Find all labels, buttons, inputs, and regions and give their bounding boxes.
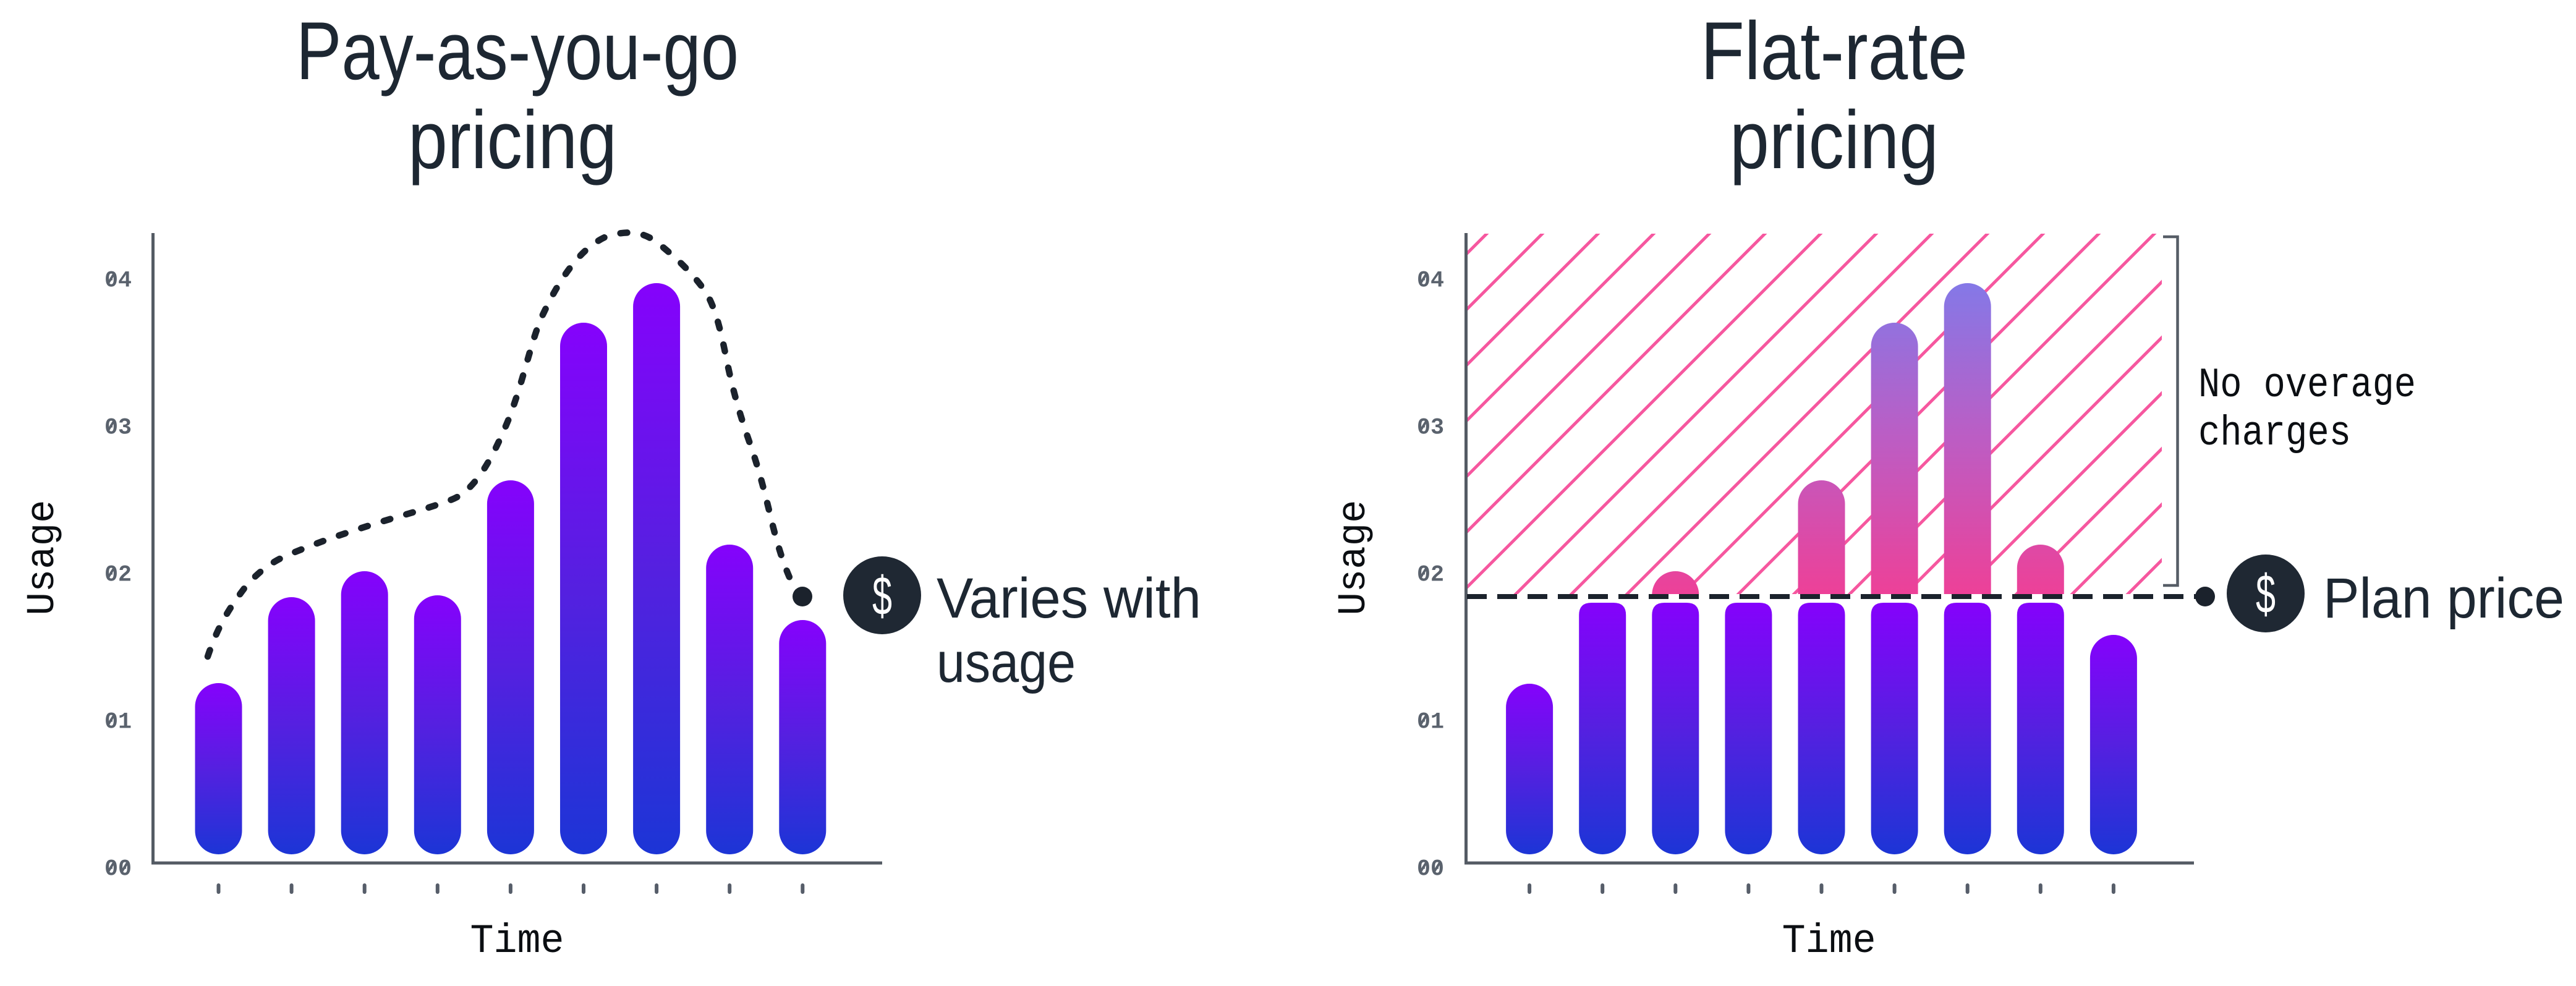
svg-text:Varies with: Varies with [937, 567, 1201, 630]
svg-text:$: $ [872, 565, 892, 626]
svg-text:Time: Time [470, 918, 564, 964]
svg-text:charges: charges [2198, 410, 2351, 457]
svg-text:Usage: Usage [21, 500, 66, 616]
svg-text:Time: Time [1782, 918, 1876, 964]
svg-text:No overage: No overage [2198, 362, 2416, 409]
svg-text:pricing: pricing [1730, 95, 1939, 186]
svg-text:Pay-as-you-go: Pay-as-you-go [296, 6, 739, 97]
svg-text:$: $ [2256, 563, 2276, 624]
svg-text:Flat-rate: Flat-rate [1701, 6, 1968, 97]
svg-text:usage: usage [937, 631, 1076, 694]
svg-text:Plan price: Plan price [2323, 567, 2564, 630]
svg-text:pricing: pricing [408, 95, 617, 186]
svg-text:Usage: Usage [1332, 500, 1377, 616]
